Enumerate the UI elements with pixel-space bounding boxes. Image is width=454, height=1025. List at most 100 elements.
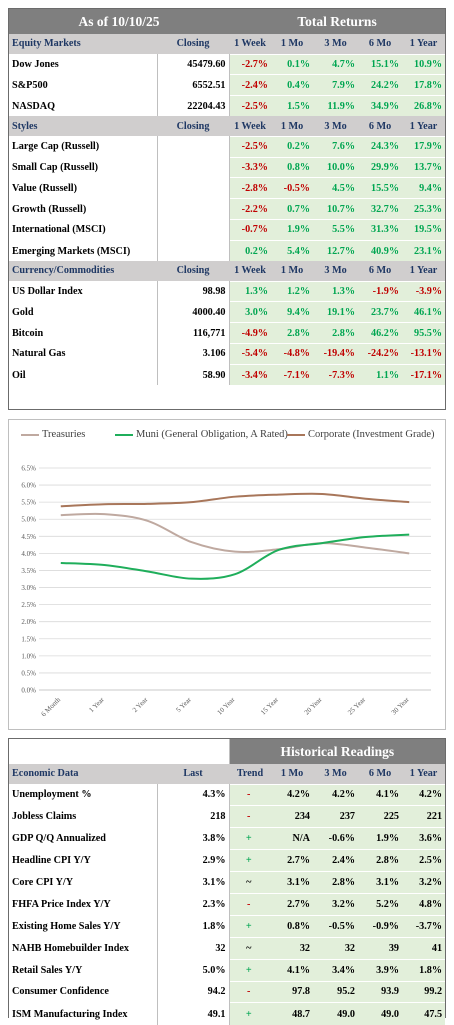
legend-corporate-label: Corporate (Investment Grade) — [308, 429, 435, 440]
economic-history-value: 3.2% — [402, 871, 446, 894]
equity-return-value: -2.5% — [229, 95, 271, 117]
economic-row: Retail Sales Y/Y 5.0% +4.1% 3.4% 3.9% 1.8% — [9, 958, 446, 982]
styles-row: Large Cap (Russell) -2.5% 0.2% 7.6% 24.3% 17.… — [9, 135, 446, 158]
styles-return-value: -0.5% — [271, 177, 313, 199]
currency-closing: 3.106 — [157, 343, 230, 365]
economic-indicator-name: Core CPI Y/Y — [9, 871, 158, 894]
economic-history-value: -0.9% — [358, 914, 402, 938]
equity-return-value: -2.7% — [229, 53, 271, 75]
x-tick-label: 6 Month — [40, 695, 63, 718]
economic-column-header: Trend — [229, 764, 271, 784]
y-tick-label: 0.0% — [21, 687, 36, 695]
economic-history-value: 95.2 — [313, 980, 358, 1003]
economic-panel: Historical Readings Economic Data Last Tre… — [8, 738, 446, 1025]
styles-return-value: 29.9% — [358, 156, 402, 178]
currency-closing: 4000.40 — [157, 301, 230, 323]
economic-history-value: 41 — [402, 936, 446, 960]
styles-name: Growth (Russell) — [9, 198, 158, 220]
currency-column-header: Currency/Commodities — [9, 261, 157, 282]
styles-closing — [157, 156, 230, 178]
economic-history-value: 237 — [313, 805, 358, 828]
styles-return-value: 31.3% — [358, 219, 402, 241]
economic-history-value: 1.8% — [402, 958, 446, 982]
styles-return-value: 13.7% — [402, 156, 446, 178]
economic-header-row: Economic Data Last Trend 1 Mo 3 Mo 6 Mo 1 Year — [9, 764, 446, 784]
y-tick-label: 3.5% — [21, 567, 36, 575]
x-tick-label: 25 Year — [346, 695, 367, 716]
series-line-2 — [60, 492, 410, 508]
styles-closing — [157, 239, 230, 262]
economic-last-value: 49.1 — [157, 1002, 230, 1025]
styles-column-header: Closing — [157, 116, 229, 137]
styles-closing — [157, 219, 230, 241]
equity-section: Equity Markets Closing 1 Week 1 Mo 3 Mo 6 Mo 1… — [9, 34, 446, 117]
equity-column-header: Equity Markets — [9, 34, 157, 54]
economic-history-value: N/A — [271, 827, 313, 850]
economic-last-value: 4.3% — [157, 783, 230, 806]
historical-header-row: Historical Readings — [9, 739, 446, 764]
equity-return-value: 0.1% — [271, 53, 313, 75]
currency-return-value: -5.4% — [229, 343, 271, 365]
styles-return-value: 4.5% — [313, 177, 358, 199]
legend-muni-label: Muni (General Obligation, A Rated) — [136, 429, 288, 440]
economic-row: Consumer Confidence 94.2-97.8 95.2 93.9 99.2 — [9, 980, 446, 1003]
total-returns-table: As of 10/10/25 Total Returns Equity Mark… — [9, 9, 446, 386]
styles-section: Styles Closing 1 Week 1 Mo 3 Mo 6 Mo 1 Year Lar… — [9, 116, 446, 262]
economic-history-value: 4.8% — [402, 892, 446, 916]
styles-column-header: 1 Year — [402, 116, 446, 137]
economic-indicator-name: Jobless Claims — [9, 805, 158, 828]
economic-row: Core CPI Y/Y 3.1% ~3.1% 2.8% 3.1% 3.2% — [9, 871, 446, 894]
styles-return-value: 15.5% — [358, 177, 402, 199]
equity-column-header: 1 Year — [402, 34, 446, 54]
economic-indicator-name: FHFA Price Index Y/Y — [9, 892, 158, 916]
currency-row: Natural Gas 3.106 -5.4% -4.8% -19.4% -24.2% -1… — [9, 343, 446, 365]
total-returns-title: Total Returns — [229, 9, 446, 34]
economic-row: ISM Manufacturing Index 49.1 +48.7 49.0 49.0… — [9, 1002, 446, 1025]
economic-history-value: 221 — [402, 805, 446, 828]
economic-history-value: 47.5 — [402, 1002, 446, 1025]
currency-row: Gold 4000.40 3.0% 9.4% 19.1% 23.7% 46.1% — [9, 301, 446, 323]
styles-row: Emerging Markets (MSCI) 0.2% 5.4% 12.7% 40.9… — [9, 239, 446, 262]
economic-column-header: 1 Year — [402, 764, 446, 784]
economic-row: Unemployment % 4.3% -4.2% 4.2% 4.1% 4.2% — [9, 783, 446, 806]
economic-history-value: 48.7 — [271, 1002, 313, 1025]
equity-column-header: 6 Mo — [358, 34, 402, 54]
economic-history-value: 4.2% — [313, 783, 358, 806]
legend-treasuries: Treasuries — [21, 429, 85, 440]
economic-indicator-name: Existing Home Sales Y/Y — [9, 914, 158, 938]
economic-history-value: 32 — [313, 936, 358, 960]
currency-row: US Dollar Index 98.98 1.3% 1.2% 1.3% -1.9% -3.… — [9, 280, 446, 302]
x-tick-label: 10 Year — [216, 695, 237, 716]
styles-closing — [157, 177, 230, 199]
economic-history-value: 3.4% — [313, 958, 358, 982]
y-tick-label: 5.0% — [21, 516, 36, 524]
economic-history-value: 0.8% — [271, 914, 313, 938]
economic-row: FHFA Price Index Y/Y 2.3% -2.7% 3.2% 5.2% 4.8… — [9, 892, 446, 916]
currency-return-value: -19.4% — [313, 343, 358, 365]
currency-return-value: 1.2% — [271, 280, 313, 302]
x-tick-label: 2 Year — [131, 695, 150, 714]
equity-column-header: 1 Mo — [271, 34, 313, 54]
currency-return-value: -7.1% — [271, 363, 313, 386]
styles-return-value: 10.0% — [313, 156, 358, 178]
y-tick-label: 1.0% — [21, 652, 36, 660]
styles-return-value: 25.3% — [402, 198, 446, 220]
styles-row: Value (Russell) -2.8% -0.5% 4.5% 15.5% 9.4% — [9, 177, 446, 199]
equity-return-value: 24.2% — [358, 74, 402, 96]
currency-header-row: Currency/Commodities Closing 1 Week 1 Mo 3 M… — [9, 261, 446, 282]
economic-last-value: 3.1% — [157, 871, 230, 894]
economic-trend: - — [229, 980, 271, 1003]
economic-column-header: 3 Mo — [313, 764, 358, 784]
y-tick-label: 0.5% — [21, 669, 36, 677]
styles-return-value: 0.8% — [271, 156, 313, 178]
economic-trend: - — [229, 783, 271, 806]
x-tick-label: 30 Year — [390, 695, 411, 716]
currency-column-header: 1 Year — [402, 261, 446, 282]
economic-history-value: 3.6% — [402, 827, 446, 850]
economic-history-value: 97.8 — [271, 980, 313, 1003]
economic-history-value: 2.5% — [402, 849, 446, 872]
legend-treasuries-label: Treasuries — [42, 429, 86, 440]
styles-column-header: Styles — [9, 116, 157, 137]
series-line-1 — [60, 533, 410, 580]
currency-return-value: 2.8% — [313, 322, 358, 344]
